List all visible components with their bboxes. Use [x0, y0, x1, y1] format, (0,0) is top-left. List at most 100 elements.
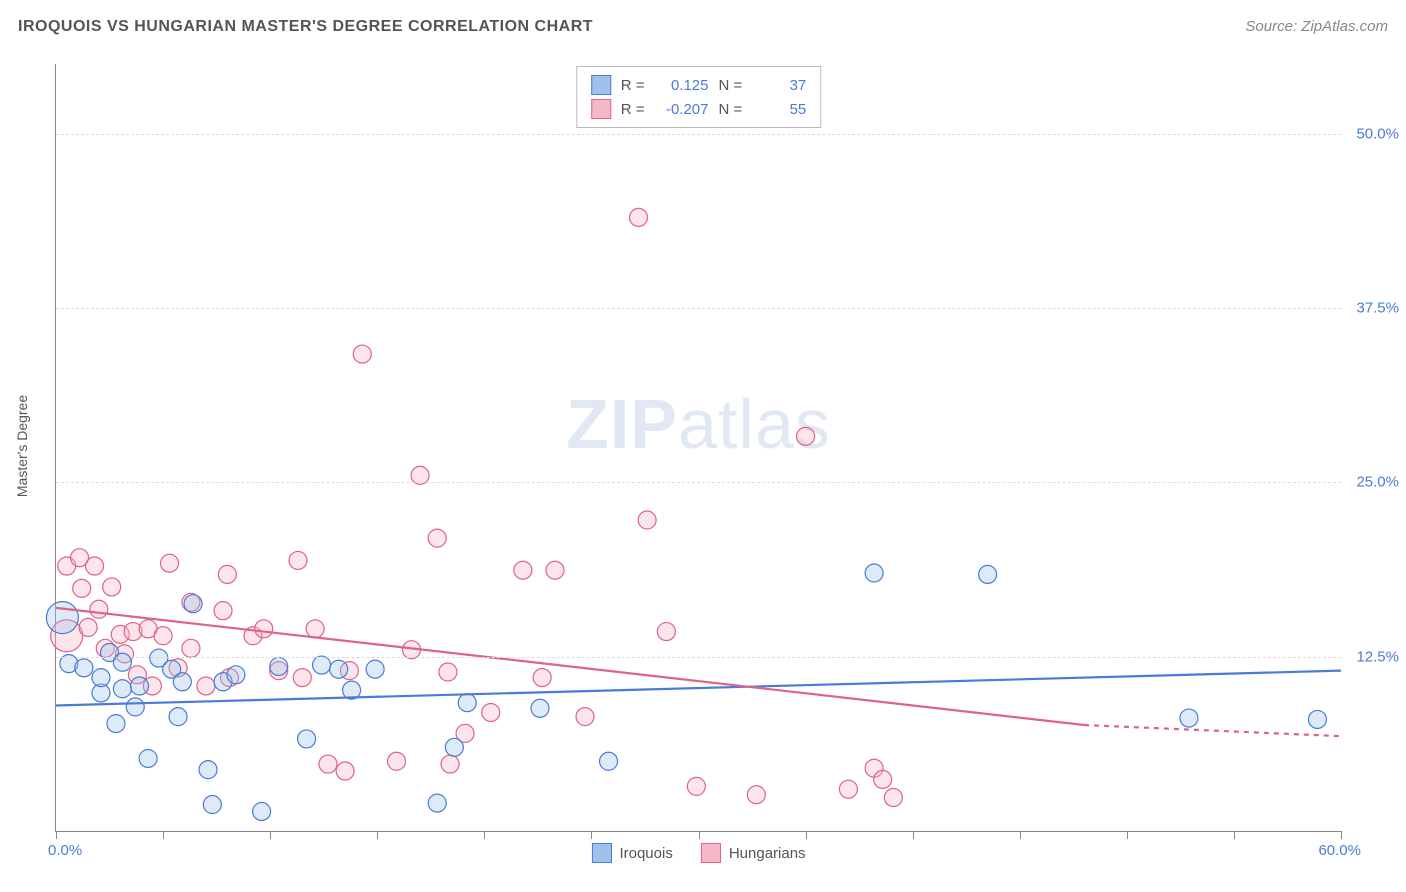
scatter-point — [533, 669, 551, 687]
scatter-point — [687, 777, 705, 795]
x-tick — [56, 831, 57, 839]
scatter-point — [131, 677, 149, 695]
scatter-point — [979, 565, 997, 583]
swatch-hungarians — [701, 843, 721, 863]
scatter-point — [657, 623, 675, 641]
scatter-point — [313, 656, 331, 674]
scatter-point — [839, 780, 857, 798]
scatter-point — [336, 762, 354, 780]
scatter-point — [797, 427, 815, 445]
scatter-point — [182, 639, 200, 657]
chart-svg — [56, 64, 1341, 831]
scatter-point — [46, 602, 78, 634]
scatter-point — [253, 802, 271, 820]
scatter-point — [184, 595, 202, 613]
source-prefix: Source: — [1245, 18, 1301, 35]
scatter-point — [874, 770, 892, 788]
scatter-point — [445, 738, 463, 756]
scatter-point — [103, 578, 121, 596]
scatter-point — [441, 755, 459, 773]
series-legend: Iroquois Hungarians — [591, 843, 805, 863]
scatter-point — [353, 345, 371, 363]
scatter-point — [218, 565, 236, 583]
scatter-point — [90, 600, 108, 618]
scatter-point — [747, 786, 765, 804]
legend-item-iroquois: Iroquois — [591, 843, 672, 863]
scatter-point — [255, 620, 273, 638]
scatter-point — [298, 730, 316, 748]
scatter-point — [1308, 710, 1326, 728]
scatter-point — [319, 755, 337, 773]
x-min-label: 0.0% — [48, 842, 82, 859]
swatch-iroquois — [591, 843, 611, 863]
scatter-point — [289, 551, 307, 569]
scatter-point — [107, 715, 125, 733]
scatter-point — [428, 794, 446, 812]
x-tick — [1234, 831, 1235, 839]
chart-title: IROQUOIS VS HUNGARIAN MASTER'S DEGREE CO… — [18, 18, 593, 36]
scatter-point — [884, 789, 902, 807]
scatter-point — [514, 561, 532, 579]
scatter-point — [113, 680, 131, 698]
trend-line — [56, 608, 1084, 725]
legend-label-iroquois: Iroquois — [619, 845, 672, 862]
scatter-point — [139, 749, 157, 767]
scatter-point — [199, 761, 217, 779]
scatter-point — [630, 208, 648, 226]
trend-line — [56, 671, 1341, 706]
trend-line — [1084, 725, 1341, 736]
scatter-point — [197, 677, 215, 695]
legend-label-hungarians: Hungarians — [729, 845, 806, 862]
y-axis-title: Master's Degree — [14, 395, 30, 497]
scatter-point — [86, 557, 104, 575]
scatter-point — [293, 669, 311, 687]
x-max-label: 60.0% — [1318, 842, 1361, 859]
legend-item-hungarians: Hungarians — [701, 843, 806, 863]
scatter-point — [1180, 709, 1198, 727]
scatter-point — [388, 752, 406, 770]
x-tick — [484, 831, 485, 839]
scatter-point — [203, 796, 221, 814]
scatter-point — [173, 673, 191, 691]
scatter-point — [366, 660, 384, 678]
scatter-point — [865, 564, 883, 582]
x-tick — [591, 831, 592, 839]
scatter-point — [306, 620, 324, 638]
scatter-point — [214, 602, 232, 620]
scatter-point — [531, 699, 549, 717]
scatter-point — [161, 554, 179, 572]
scatter-point — [439, 663, 457, 681]
scatter-point — [330, 660, 348, 678]
source-name: ZipAtlas.com — [1301, 18, 1388, 35]
grid-line — [56, 657, 1341, 658]
source-attribution: Source: ZipAtlas.com — [1245, 18, 1388, 35]
y-tick-label: 50.0% — [1356, 125, 1399, 142]
scatter-point — [126, 698, 144, 716]
y-tick-label: 25.0% — [1356, 474, 1399, 491]
y-tick-label: 12.5% — [1356, 648, 1399, 665]
scatter-point — [482, 703, 500, 721]
plot-area: ZIPatlas R = 0.125 N = 37 R = -0.207 N =… — [55, 64, 1341, 832]
scatter-point — [428, 529, 446, 547]
x-tick — [1341, 831, 1342, 839]
scatter-point — [75, 659, 93, 677]
scatter-point — [638, 511, 656, 529]
x-tick — [1020, 831, 1021, 839]
scatter-point — [600, 752, 618, 770]
scatter-point — [79, 618, 97, 636]
x-tick — [270, 831, 271, 839]
scatter-point — [546, 561, 564, 579]
grid-line — [56, 482, 1341, 483]
scatter-point — [227, 666, 245, 684]
x-tick — [377, 831, 378, 839]
x-tick — [806, 831, 807, 839]
grid-line — [56, 134, 1341, 135]
scatter-point — [169, 708, 187, 726]
x-tick — [699, 831, 700, 839]
scatter-point — [270, 657, 288, 675]
y-tick-label: 37.5% — [1356, 300, 1399, 317]
scatter-point — [576, 708, 594, 726]
scatter-point — [154, 627, 172, 645]
grid-line — [56, 308, 1341, 309]
chart-header: IROQUOIS VS HUNGARIAN MASTER'S DEGREE CO… — [18, 18, 1388, 36]
